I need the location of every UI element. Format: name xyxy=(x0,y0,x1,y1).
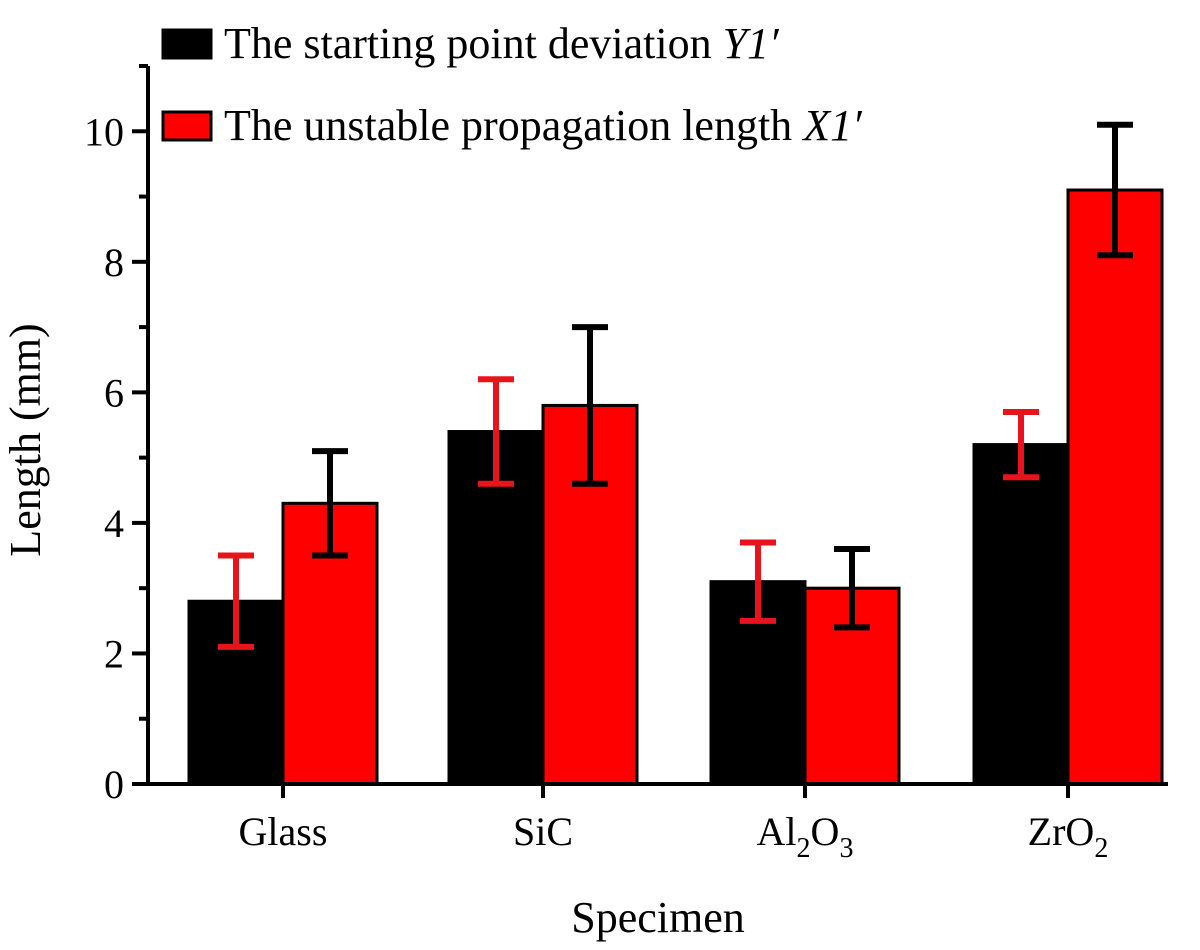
error-bar-series2-sic xyxy=(572,324,608,487)
error-bar-series2-al xyxy=(834,546,870,631)
error-bar-series2-glass xyxy=(312,448,348,559)
x-tick-label: Al2O3 xyxy=(757,809,854,864)
error-bar-series1-zro xyxy=(1003,408,1039,481)
error-bar-series1-glass xyxy=(218,552,254,650)
error-bar-series2-zro xyxy=(1097,121,1133,259)
label-text: SiC xyxy=(513,809,573,854)
x-axis-title: Specimen xyxy=(571,893,745,942)
subscript: 2 xyxy=(1094,833,1108,864)
legend-symbol: Y1′ xyxy=(723,19,780,68)
label-text: Al xyxy=(757,809,797,854)
legend-label: The unstable propagation length X1′ xyxy=(224,101,863,150)
legend-entry-series2: The unstable propagation length X1′ xyxy=(161,101,863,150)
y-tick-label: 2 xyxy=(104,631,124,676)
legend-symbol: X1′ xyxy=(801,101,863,150)
legend-entry-series1: The starting point deviation Y1′ xyxy=(161,19,780,68)
x-tick-label: ZrO2 xyxy=(1028,809,1109,864)
label-text: Glass xyxy=(239,809,328,854)
legend-name: The unstable propagation length xyxy=(224,101,803,150)
y-tick-label: 10 xyxy=(84,109,124,154)
bar-series1-zro xyxy=(972,443,1070,786)
legend-name: The starting point deviation xyxy=(224,19,723,68)
y-tick-label: 6 xyxy=(104,370,124,415)
error-bar-series1-sic xyxy=(478,376,514,487)
error-bar-series1-al xyxy=(740,539,776,624)
legend-swatch xyxy=(161,110,213,142)
legend: The starting point deviation Y1′ The unst… xyxy=(161,19,863,150)
subscript: 2 xyxy=(797,833,811,864)
axes-layer xyxy=(146,66,1168,786)
bars-layer xyxy=(187,188,1164,786)
y-tick-label: 0 xyxy=(104,762,124,807)
label-text: ZrO xyxy=(1028,809,1095,854)
y-tick-label: 8 xyxy=(104,240,124,285)
bar-series2-glass xyxy=(281,501,379,786)
x-tick-label: Glass xyxy=(239,809,328,854)
legend-label: The starting point deviation Y1′ xyxy=(224,19,780,68)
y-tick-label: 4 xyxy=(104,501,124,546)
x-tick-label: SiC xyxy=(513,809,573,854)
error-bars-layer xyxy=(218,121,1133,650)
subscript: 3 xyxy=(839,833,853,864)
label-text: O xyxy=(811,809,840,854)
y-axis-title: Length (mm) xyxy=(1,323,50,556)
legend-swatch xyxy=(161,28,213,60)
bar-series1-sic xyxy=(447,430,545,786)
bar-series2-zro xyxy=(1066,188,1164,786)
